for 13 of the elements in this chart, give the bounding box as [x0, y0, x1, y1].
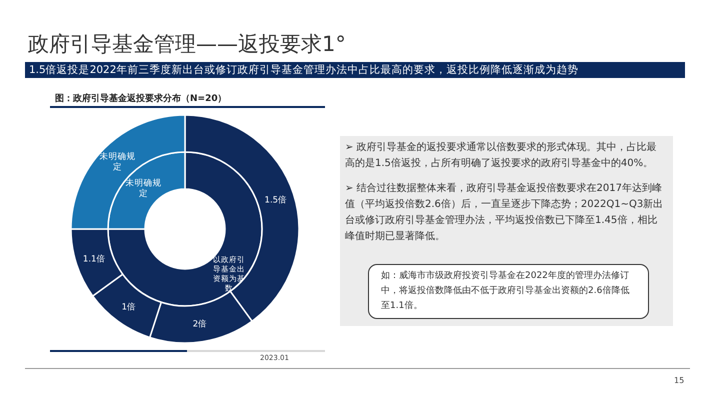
- slice-label: 1倍: [122, 302, 136, 312]
- caption: 图：政府引导基金返投要求分布（N=20）: [55, 92, 227, 105]
- slice-label: 未明确规定: [126, 178, 162, 199]
- slice-label: 未明确规定: [99, 152, 136, 173]
- annotation: 15: [674, 376, 684, 385]
- annotation: 如：威海市市级政府投资引导基金在2022年度的管理办法修订中，将返投倍数降低由不低于政府引导基金出资额的2.6倍降低至1.1倍。: [368, 264, 649, 319]
- annotation: ➢ 结合过往数据整体来看，政府引导基金返投倍数要求在2017年达到峰值（平均返投倍数2.6倍）后，一直呈逐步下降态势；2022Q1~Q3新出台或修订政府引导基金管理办法，平均返投倍数已下降至1.45倍，相比峰值时期已显著降低。: [345, 182, 664, 244]
- annotation: ➢ 政府引导基金的返投要求通常以倍数要求的形式体现。其中，占比最高的是1.5倍返投，占所有明确了返投要求的政府引导基金中的40%。: [345, 140, 658, 171]
- title: 政府引导基金管理——返投要求1°: [28, 31, 346, 58]
- slice-label: 1.5倍: [264, 196, 288, 206]
- slice-label: 1.1倍: [82, 254, 106, 264]
- slice-label: 2倍: [192, 319, 208, 330]
- subtitle: 1.5倍返投是2022年前三季度新出台或修订政府引导基金管理办法中占比最高的要求，返投比例降低逐渐成为趋势: [29, 63, 578, 77]
